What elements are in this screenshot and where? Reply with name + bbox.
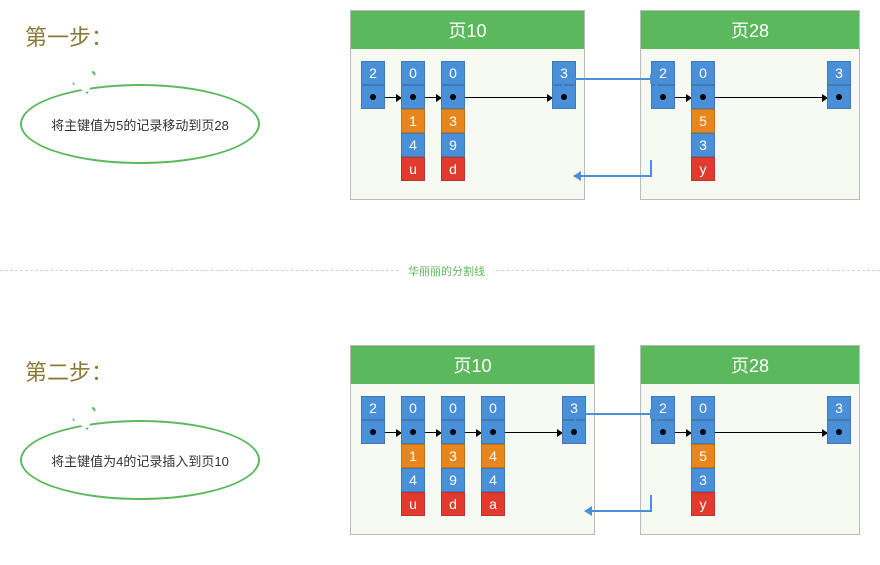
step1-bubble: 将主键值为5的记录移动到页28 xyxy=(20,84,260,164)
divider-label: 华丽丽的分割线 xyxy=(400,263,493,279)
step1-page28: 页28 2053y3 xyxy=(640,10,860,200)
page-title: 页10 xyxy=(351,11,584,49)
slot: 2 xyxy=(361,396,385,444)
cell-data: d xyxy=(441,157,465,181)
cell-data: 4 xyxy=(481,468,505,492)
connector xyxy=(675,432,691,433)
cell-pointer xyxy=(481,420,505,444)
arrow-left xyxy=(574,175,652,177)
cell-data: d xyxy=(441,492,465,516)
cell-data: 3 xyxy=(441,109,465,133)
cell-header: 0 xyxy=(481,396,505,420)
step2-bubble: 将主键值为4的记录插入到页10 xyxy=(20,420,260,500)
cell-pointer xyxy=(691,85,715,109)
cell-data: y xyxy=(691,157,715,181)
arrow-seg xyxy=(655,78,657,90)
connector xyxy=(715,432,827,433)
page-title: 页28 xyxy=(641,11,859,49)
arrow-seg xyxy=(650,160,652,177)
cell-data: 5 xyxy=(691,109,715,133)
page-title: 页10 xyxy=(351,346,594,384)
slot: 0 14u xyxy=(401,61,425,181)
cell-pointer xyxy=(401,85,425,109)
bubble-text: 将主键值为4的记录插入到页10 xyxy=(51,451,229,470)
step1-label: 第一步： xyxy=(25,20,113,52)
cell-pointer xyxy=(827,85,851,109)
arrow-right xyxy=(574,413,657,415)
cell-pointer xyxy=(441,420,465,444)
cell-header: 3 xyxy=(827,61,851,85)
cell-pointer xyxy=(552,85,576,109)
slot: 0 14u xyxy=(401,396,425,516)
cell-data: a xyxy=(481,492,505,516)
cell-data: 3 xyxy=(691,468,715,492)
slot: 0 39d xyxy=(441,61,465,181)
cell-header: 3 xyxy=(827,396,851,420)
page-title: 页28 xyxy=(641,346,859,384)
cell-pointer xyxy=(361,420,385,444)
cell-data: u xyxy=(401,492,425,516)
cell-data: 4 xyxy=(401,468,425,492)
cell-header: 0 xyxy=(401,396,425,420)
slot: 3 xyxy=(552,61,576,109)
step1-page10: 页10 2014u039d3 xyxy=(350,10,585,200)
cell-data: 3 xyxy=(691,133,715,157)
cell-data: 1 xyxy=(401,109,425,133)
cell-header: 2 xyxy=(361,396,385,420)
slot: 3 xyxy=(827,61,851,109)
cell-header: 0 xyxy=(441,61,465,85)
connector xyxy=(465,432,481,433)
connector xyxy=(425,432,441,433)
cell-data: 9 xyxy=(441,468,465,492)
cell-data: u xyxy=(401,157,425,181)
cell-header: 0 xyxy=(441,396,465,420)
cell-pointer xyxy=(401,420,425,444)
slot: 3 xyxy=(827,396,851,444)
slot: 0 53y xyxy=(691,61,715,181)
cell-data: 4 xyxy=(481,444,505,468)
cell-data: y xyxy=(691,492,715,516)
cell-header: 2 xyxy=(361,61,385,85)
step2-label: 第二步： xyxy=(25,355,113,387)
connector xyxy=(425,97,441,98)
arrow-seg xyxy=(562,78,564,93)
cell-pointer xyxy=(361,85,385,109)
cell-header: 0 xyxy=(401,61,425,85)
bubble-text: 将主键值为5的记录移动到页28 xyxy=(51,115,229,134)
slot: 2 xyxy=(361,61,385,109)
cell-pointer xyxy=(441,85,465,109)
connector xyxy=(715,97,827,98)
arrow-left xyxy=(585,510,652,512)
connector xyxy=(505,432,562,433)
connector xyxy=(675,97,691,98)
slot: 0 39d xyxy=(441,396,465,516)
cell-data: 4 xyxy=(401,133,425,157)
slot: 0 53y xyxy=(691,396,715,516)
cell-data: 1 xyxy=(401,444,425,468)
slot: 044a xyxy=(481,396,505,516)
cell-data: 5 xyxy=(691,444,715,468)
arrow-seg xyxy=(650,495,652,512)
cell-pointer xyxy=(691,420,715,444)
cell-header: 3 xyxy=(552,61,576,85)
cell-data: 9 xyxy=(441,133,465,157)
arrow-seg xyxy=(574,413,576,428)
cell-pointer xyxy=(827,420,851,444)
step2-page28: 页28 2053y3 xyxy=(640,345,860,535)
step2-page10: 页10 2014u039d044a3 xyxy=(350,345,595,535)
cell-header: 0 xyxy=(691,396,715,420)
cell-header: 0 xyxy=(691,61,715,85)
connector xyxy=(385,432,401,433)
connector xyxy=(465,97,552,98)
arrow-seg xyxy=(655,413,657,425)
cell-data: 3 xyxy=(441,444,465,468)
arrow-right xyxy=(562,78,657,80)
connector xyxy=(385,97,401,98)
